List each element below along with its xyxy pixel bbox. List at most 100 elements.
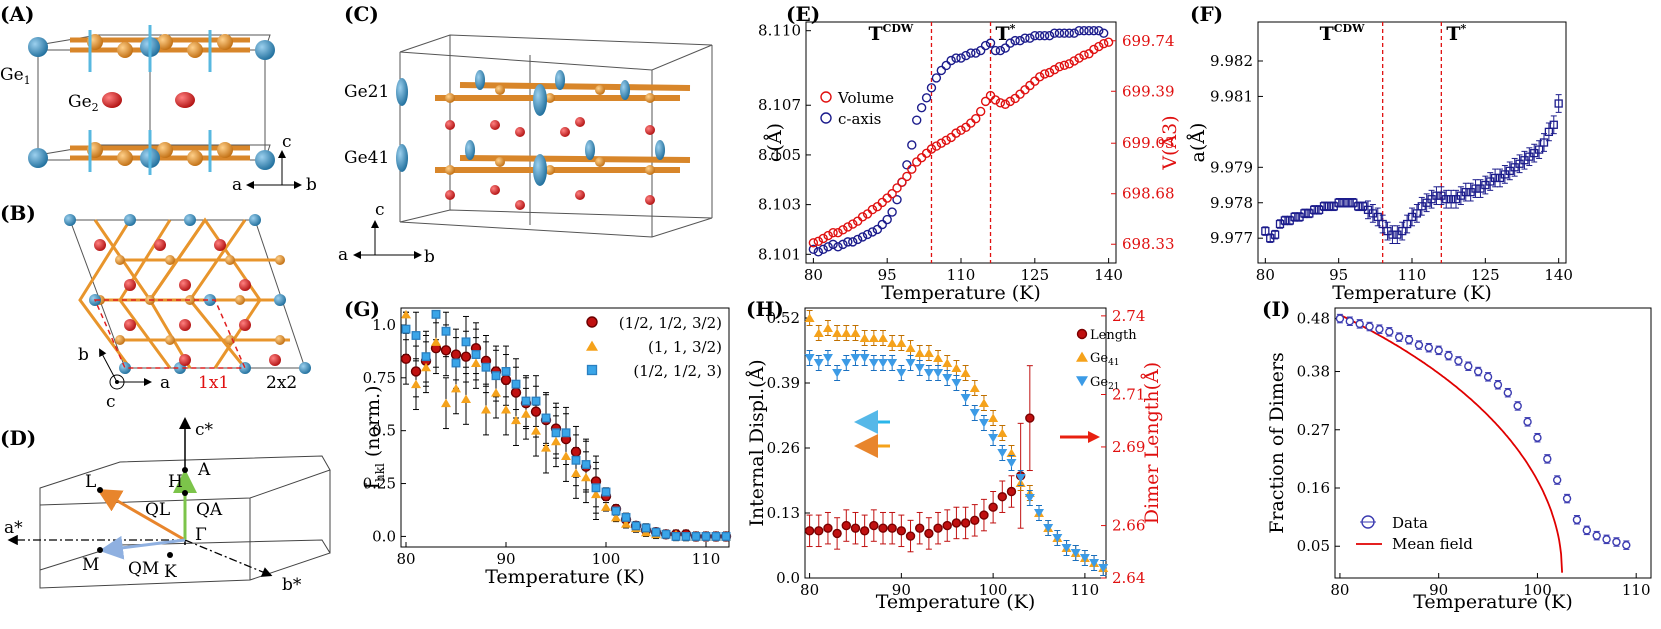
series-one-one-threehalf-point	[591, 489, 601, 499]
c-axis-point	[857, 232, 868, 242]
ge21-point	[960, 394, 971, 403]
length-point	[979, 510, 989, 520]
ge41-point	[868, 333, 879, 342]
volume-point	[956, 125, 966, 135]
panel-d-brillouin-zone: (D) c* a* b* L H A QL QA Γ M QM K	[0, 417, 331, 595]
axis-c-label: c	[282, 132, 292, 152]
y-right-axis-label: Dimer Length(Å)	[1141, 362, 1163, 524]
series-half-half-three-point	[581, 460, 591, 469]
a-axis-point	[1290, 212, 1299, 222]
a-axis-point	[1544, 127, 1554, 137]
data-point	[1562, 494, 1572, 503]
series-half-half-three-point	[531, 396, 541, 406]
data-point	[1503, 388, 1513, 397]
ge21-point	[832, 369, 843, 378]
series-half-half-three-point	[661, 529, 671, 539]
c-axis-point	[980, 40, 991, 51]
c-axis-point	[1044, 30, 1055, 41]
series-half-half-threehalf-point	[510, 387, 522, 398]
series-half-half-three-point	[501, 367, 511, 376]
series-half-half-three-point	[481, 362, 491, 372]
ge41-point	[813, 328, 824, 337]
x-tick-label: 80	[1256, 266, 1275, 284]
series-half-half-three-point	[601, 487, 611, 497]
data-point	[1335, 314, 1345, 323]
ge21-point	[868, 359, 879, 368]
series-one-one-threehalf-point	[401, 309, 411, 319]
c-axis-point	[907, 140, 917, 150]
volume-point	[1039, 69, 1050, 79]
ge21-point	[1061, 544, 1072, 553]
series-one-one-threehalf-point	[481, 405, 491, 414]
c-axis-point	[1049, 28, 1060, 38]
chart-g-intensity: 80 90 100 110 0.0 0.25 0.5 0.75 1.0 (1/2, 1/2, 3/…	[362, 307, 732, 588]
c-axis-point	[1069, 28, 1079, 38]
tcdw-label: TCDW	[868, 22, 913, 45]
volume-point	[882, 193, 892, 203]
legend-marker-2	[586, 340, 598, 351]
legend-ge21-text: Ge21	[1090, 375, 1120, 392]
x-axis-label: Temperature (K)	[881, 282, 1041, 304]
x-tick-label: 95	[1329, 266, 1348, 284]
length-point	[887, 523, 897, 533]
ge41-point	[859, 333, 870, 342]
y-tick-label: 9.978	[1210, 194, 1253, 212]
series-half-half-three-point	[711, 531, 721, 541]
y-right-tick-label: 2.69	[1112, 438, 1145, 456]
a-axis-point	[1539, 138, 1549, 147]
volume-point	[912, 157, 922, 167]
data-point	[1552, 475, 1562, 485]
y-tick-label: 0.27	[1297, 421, 1330, 439]
series-half-half-threehalf-point	[440, 345, 452, 356]
c-axis-point	[838, 239, 848, 250]
legend-c-axis-marker	[820, 112, 832, 124]
volume-point	[833, 227, 843, 238]
series-half-half-three-point	[571, 455, 581, 465]
data-point	[1622, 540, 1631, 550]
cell-1x1-label: 1x1	[198, 373, 229, 393]
volume-point	[887, 189, 897, 199]
y-right-tick-label: 699.74	[1122, 32, 1175, 50]
plot-frame	[804, 307, 1107, 579]
label-m: M	[82, 555, 99, 575]
volume-point	[1074, 53, 1084, 63]
series-one-one-threehalf-point	[611, 512, 621, 522]
c-axis-point	[872, 224, 883, 235]
ge21-point	[1043, 524, 1054, 533]
y-tick-label: 0.26	[767, 439, 800, 457]
ge41-point	[804, 313, 815, 322]
c-axis-point	[1059, 28, 1070, 38]
series-one-one-threehalf-point	[551, 436, 561, 446]
series-half-half-three-point	[461, 337, 471, 347]
y-right-tick-label: 2.71	[1112, 386, 1145, 404]
cell-2x2-label: 2x2	[266, 373, 297, 393]
y-right-tick-label: 698.33	[1122, 235, 1175, 253]
series-half-half-threehalf-point	[460, 351, 472, 362]
ge21-point	[978, 419, 989, 428]
series-one-one-threehalf-point	[431, 337, 441, 346]
data-point	[1612, 537, 1621, 547]
label-gamma: Γ	[195, 525, 207, 545]
series-half-half-three-point	[491, 371, 501, 381]
volume-point	[1025, 80, 1035, 91]
data-point	[1592, 531, 1601, 540]
volume-point	[1079, 50, 1089, 60]
ge41-point	[923, 348, 934, 357]
series-one-one-threehalf-point	[531, 426, 541, 435]
c-axis-point	[1084, 25, 1094, 36]
c-axis-point	[971, 48, 981, 58]
ge41-point	[997, 428, 1008, 437]
length-point	[832, 528, 842, 539]
series-half-half-three-point	[691, 531, 701, 541]
series-half-half-threehalf-point	[400, 353, 412, 364]
volume-point	[966, 118, 976, 128]
x-tick-label: 110	[1622, 581, 1651, 599]
series-half-half-threehalf-point	[450, 349, 462, 360]
panel-c-structure: (C) Ge21 Ge41 c	[338, 2, 713, 267]
a-axis-point	[1310, 205, 1319, 214]
ge21-point	[942, 374, 953, 383]
volume-point	[1030, 76, 1040, 86]
series-half-half-three-point	[641, 523, 651, 533]
c-axis-point	[1098, 28, 1109, 38]
x-tick-label: 110	[692, 550, 721, 568]
